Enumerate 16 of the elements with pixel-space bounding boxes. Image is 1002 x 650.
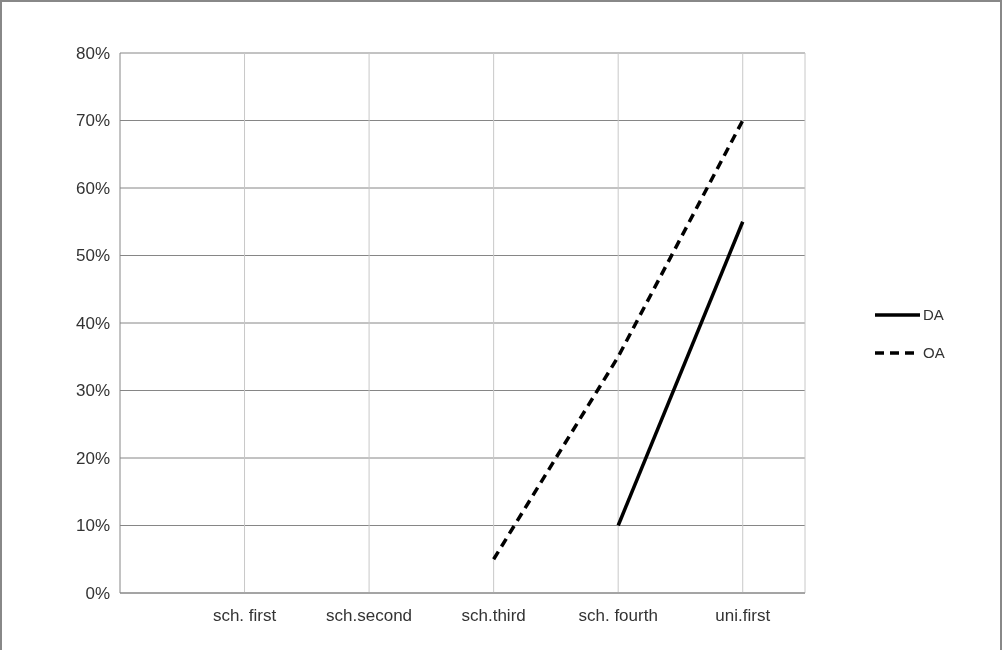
- y-tick-label: 60%: [75, 178, 110, 198]
- y-tick-label: 10%: [75, 516, 110, 536]
- x-tick-label: sch.third: [461, 606, 526, 625]
- x-tick-label: sch. first: [212, 606, 277, 625]
- x-tick-label: sch.second: [326, 606, 413, 625]
- y-tick-label: 30%: [75, 381, 110, 401]
- y-tick-label: 70%: [75, 111, 110, 131]
- x-tick-label: sch. fourth: [578, 606, 658, 625]
- legend-label: OA: [923, 344, 945, 362]
- y-tick-label: 50%: [75, 246, 110, 266]
- y-tick-label: 80%: [75, 43, 110, 63]
- legend-label: DA: [923, 306, 944, 324]
- y-tick-label: 0%: [85, 583, 110, 603]
- x-tick-label: uni.first: [715, 606, 771, 625]
- y-tick-label: 20%: [75, 448, 110, 468]
- y-tick-label: 40%: [75, 313, 110, 333]
